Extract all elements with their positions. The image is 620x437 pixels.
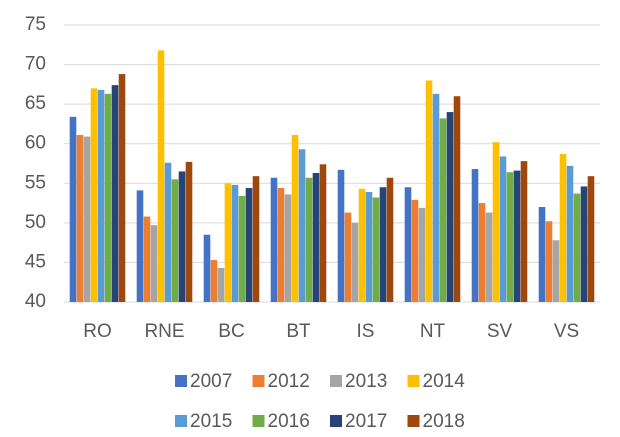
bar [559, 154, 567, 302]
bar [231, 184, 239, 302]
bar [90, 88, 98, 302]
bar [210, 260, 218, 302]
bar [319, 164, 327, 302]
bar [277, 188, 285, 302]
bar [513, 170, 521, 302]
legend-label: 2007 [190, 371, 232, 392]
legend-label: 2017 [345, 411, 387, 432]
x-tick-label: SV [487, 321, 513, 342]
bar [245, 188, 253, 302]
bar [337, 169, 345, 302]
bar [97, 89, 105, 302]
legend-swatch [330, 415, 342, 427]
bar [478, 203, 486, 302]
legend-label: 2012 [268, 371, 310, 392]
bar [545, 221, 553, 302]
bar [365, 191, 373, 302]
bar [150, 225, 158, 302]
bar [499, 156, 507, 302]
bar [143, 216, 151, 302]
bar [104, 93, 112, 303]
bar [587, 176, 595, 302]
y-tick-label: 65 [25, 93, 46, 114]
bar [291, 135, 299, 302]
bar [284, 194, 292, 302]
bar [453, 96, 461, 302]
bar [217, 267, 225, 302]
bar [111, 85, 119, 302]
bar [83, 136, 91, 302]
bar [252, 176, 260, 302]
legend-label: 2014 [423, 371, 466, 392]
bar [305, 177, 313, 302]
bar [446, 112, 454, 302]
bar [573, 193, 581, 302]
x-tick-label: NT [420, 321, 446, 342]
legend-swatch [407, 415, 420, 427]
bar [538, 207, 546, 302]
x-tick-label: IS [357, 321, 375, 342]
legend-label: 2013 [345, 371, 387, 392]
legend-swatch [330, 375, 342, 387]
bar [386, 177, 394, 302]
bar [351, 222, 359, 302]
legend-label: 2018 [423, 411, 465, 432]
bar [203, 234, 211, 302]
bar [520, 161, 528, 302]
legend-swatch [407, 375, 420, 387]
y-tick-label: 40 [25, 291, 46, 312]
y-tick-label: 45 [25, 251, 46, 272]
bar [372, 197, 380, 302]
bar [270, 177, 278, 302]
legend-swatch [175, 375, 187, 387]
y-tick-label: 70 [25, 54, 46, 75]
bar [411, 199, 419, 302]
bar [485, 212, 493, 302]
bar [164, 162, 172, 302]
legend-label: 2015 [190, 411, 232, 432]
x-tick-label: RNE [144, 321, 184, 342]
bar [344, 212, 352, 302]
x-tick-label: BT [286, 321, 311, 342]
legend-swatch [252, 415, 265, 427]
bar [224, 183, 232, 302]
bar [552, 240, 560, 302]
bar [178, 171, 186, 302]
bar [238, 195, 246, 302]
bar [471, 169, 479, 302]
bar [425, 80, 433, 303]
bar [432, 93, 440, 303]
bar [566, 165, 574, 302]
bar [358, 188, 366, 302]
x-tick-label: VS [554, 321, 579, 342]
bar [312, 172, 320, 302]
bar [171, 179, 179, 302]
bar [157, 50, 165, 302]
legend-label: 2016 [268, 411, 310, 432]
bar [404, 187, 412, 302]
legend-swatch [175, 415, 187, 427]
bar [418, 207, 426, 302]
bar [118, 74, 126, 302]
bar [136, 190, 144, 302]
bar [580, 186, 588, 302]
y-tick-label: 55 [25, 172, 46, 193]
legend-swatch [252, 375, 265, 387]
y-tick-label: 75 [25, 14, 46, 35]
y-tick-label: 60 [25, 133, 46, 154]
bar [506, 172, 514, 302]
x-tick-label: BC [218, 321, 244, 342]
bar [439, 118, 447, 302]
x-tick-label: RO [83, 321, 112, 342]
y-tick-label: 50 [25, 212, 46, 233]
bar [185, 161, 193, 302]
bar [379, 187, 387, 302]
bar [69, 116, 77, 302]
bar [298, 149, 306, 302]
bar [76, 135, 84, 302]
bar [492, 142, 500, 302]
